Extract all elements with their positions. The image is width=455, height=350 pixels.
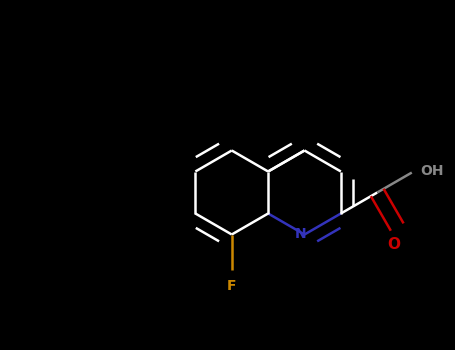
Text: O: O (387, 237, 400, 252)
Text: OH: OH (420, 164, 444, 178)
Text: F: F (227, 279, 237, 293)
Text: N: N (295, 228, 307, 241)
